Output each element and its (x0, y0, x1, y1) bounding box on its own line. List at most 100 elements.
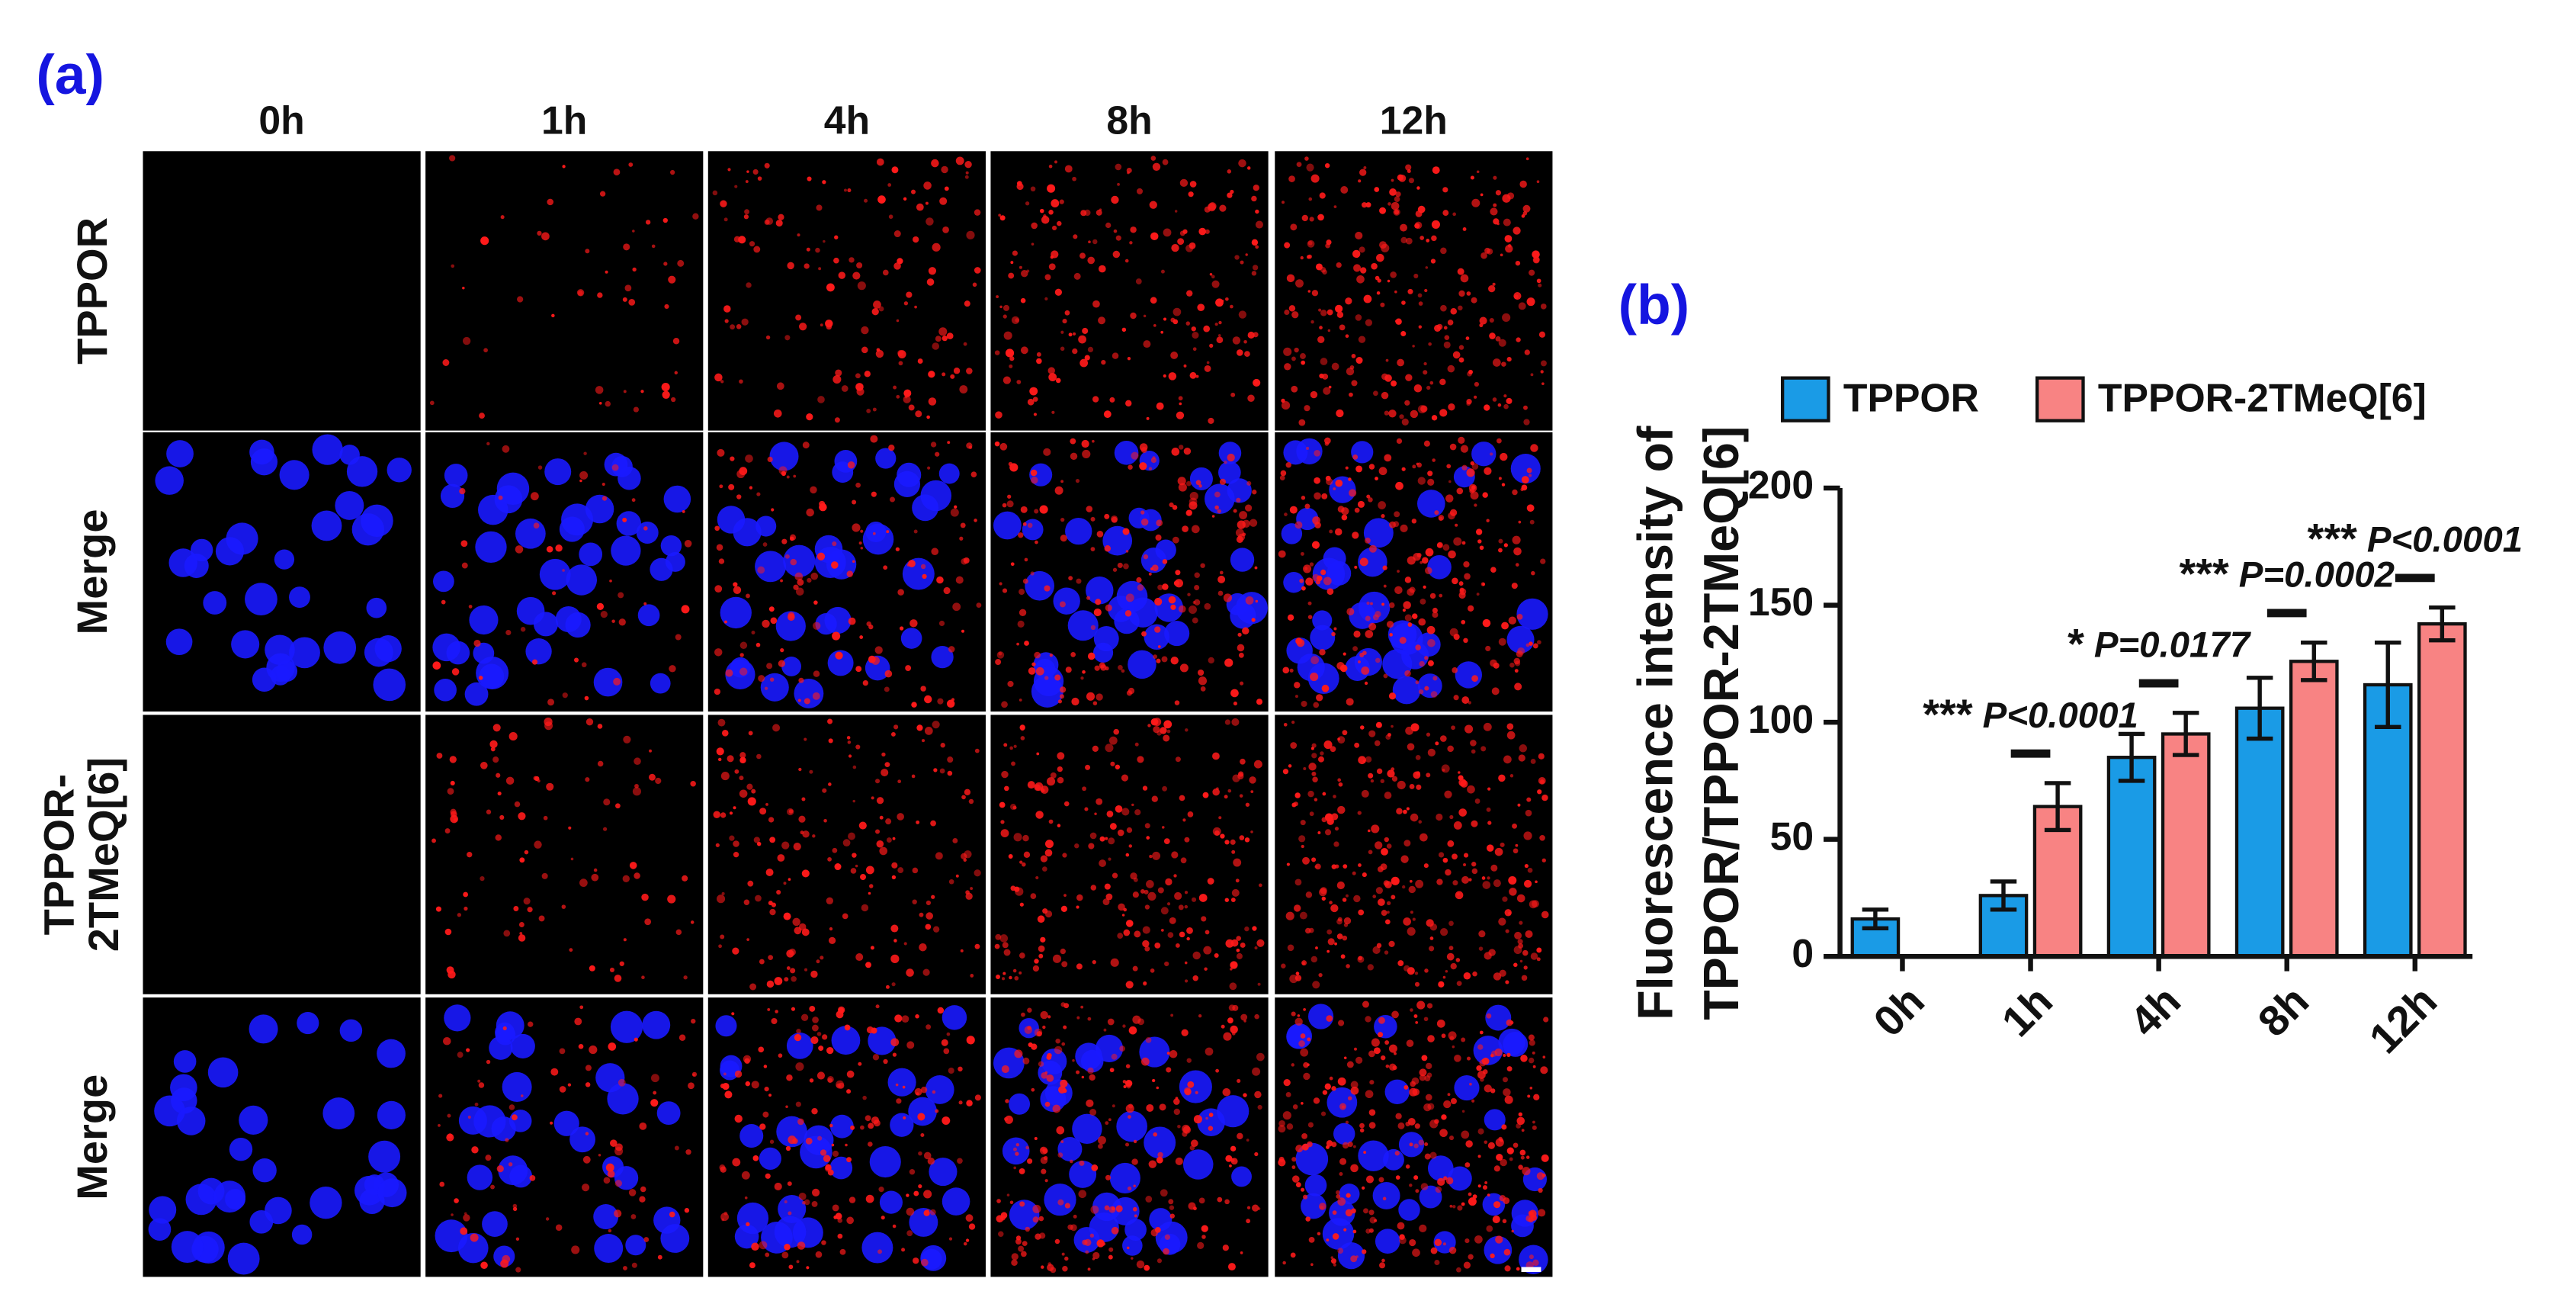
red-signal (436, 753, 443, 759)
nucleus (1053, 587, 1080, 615)
red-signal (890, 496, 896, 503)
red-signal (1349, 392, 1353, 397)
red-signal (1355, 356, 1363, 365)
red-signal (435, 906, 441, 912)
red-signal (959, 385, 968, 393)
nucleus (1301, 1193, 1326, 1219)
red-signal (933, 768, 938, 772)
red-signal (1387, 279, 1391, 283)
red-signal (1417, 293, 1423, 298)
red-signal (1062, 318, 1067, 324)
red-signal (1087, 256, 1096, 265)
red-signal (1089, 1074, 1096, 1081)
red-signal (1403, 965, 1410, 972)
red-signal (1369, 1080, 1375, 1085)
red-signal (1118, 903, 1125, 911)
red-signal (623, 938, 627, 942)
red-signal (1036, 358, 1042, 365)
red-signal (527, 907, 533, 913)
red-signal (682, 875, 688, 882)
red-signal (1436, 541, 1444, 548)
red-signal (1366, 601, 1370, 605)
nucleus (611, 535, 641, 566)
red-signal (1322, 373, 1329, 380)
red-signal (807, 176, 812, 181)
red-signal (681, 605, 690, 614)
red-signal (1508, 616, 1517, 625)
red-signal (1350, 1086, 1359, 1095)
red-signal (1442, 975, 1446, 979)
red-signal (1403, 809, 1407, 814)
red-signal (816, 1071, 826, 1080)
red-signal (1320, 358, 1328, 365)
red-signal (1490, 1088, 1496, 1094)
red-signal (499, 814, 505, 820)
red-signal (902, 1085, 906, 1089)
red-signal (935, 852, 943, 860)
red-signal (872, 1054, 880, 1061)
red-signal (1487, 821, 1492, 825)
red-signal (1112, 352, 1119, 359)
red-signal (764, 162, 770, 169)
red-signal (1104, 1205, 1110, 1211)
red-signal (1286, 1123, 1294, 1130)
red-signal (1247, 394, 1255, 402)
red-signal (562, 692, 568, 699)
red-signal (1307, 1141, 1313, 1148)
nucleus (755, 551, 787, 583)
red-signal (1161, 656, 1168, 663)
red-signal (1388, 940, 1395, 947)
red-signal (996, 975, 1000, 979)
red-signal (1128, 464, 1133, 470)
red-signal (925, 912, 933, 920)
red-signal (1227, 1263, 1236, 1271)
red-signal (1442, 769, 1445, 772)
red-signal (1458, 290, 1465, 297)
red-signal (1075, 478, 1080, 483)
red-signal (1190, 1139, 1198, 1148)
red-signal (1130, 226, 1137, 233)
red-signal (891, 982, 896, 987)
red-signal (911, 774, 916, 779)
red-signal (1453, 821, 1462, 830)
red-signal (1481, 876, 1486, 880)
red-signal (806, 413, 813, 421)
red-signal (451, 264, 455, 268)
red-signal (1320, 887, 1327, 894)
red-signal (923, 1190, 932, 1199)
red-signal (1492, 1216, 1500, 1224)
red-signal (1343, 652, 1346, 656)
red-signal (442, 1036, 451, 1045)
red-signal (916, 820, 920, 824)
red-signal (855, 373, 861, 379)
red-signal (1413, 384, 1423, 393)
red-signal (1134, 930, 1141, 938)
nucleus (783, 544, 816, 577)
red-signal (1115, 764, 1121, 769)
red-signal (1020, 506, 1028, 513)
red-signal (1294, 347, 1299, 353)
red-signal (1386, 843, 1392, 849)
red-signal (785, 1145, 791, 1151)
red-signal (1538, 1209, 1546, 1217)
red-signal (714, 585, 723, 593)
red-signal (1044, 1071, 1048, 1074)
red-signal (1501, 1124, 1507, 1130)
red-signal (961, 557, 967, 565)
red-signal (938, 620, 945, 627)
red-signal (919, 943, 927, 952)
red-signal (918, 1184, 922, 1189)
nucleus (759, 1147, 781, 1170)
red-signal (1118, 665, 1123, 670)
red-signal (1444, 335, 1450, 340)
red-signal (1359, 169, 1367, 176)
red-signal (1522, 949, 1529, 956)
red-signal (1156, 658, 1161, 663)
red-signal (1391, 1010, 1399, 1019)
red-signal (643, 602, 647, 605)
nucleus (1281, 523, 1303, 544)
red-signal (1236, 497, 1241, 503)
red-signal (1337, 778, 1342, 782)
red-signal (1001, 977, 1006, 981)
red-signal (1214, 952, 1219, 959)
